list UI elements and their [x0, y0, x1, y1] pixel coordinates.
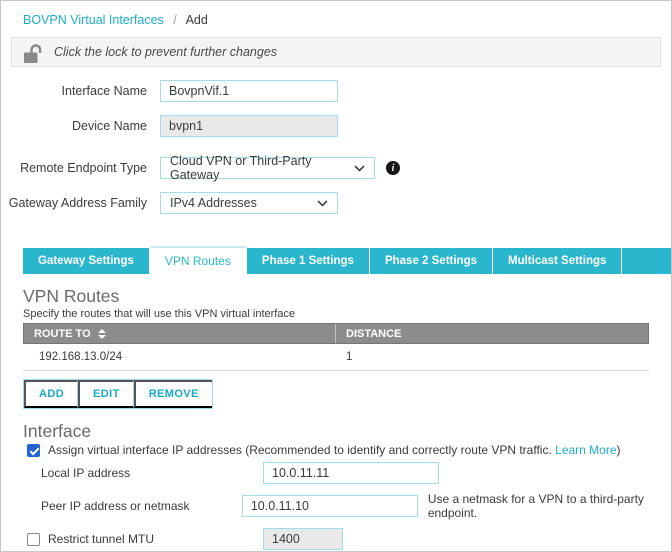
breadcrumb-parent-link[interactable]: BOVPN Virtual Interfaces: [23, 13, 164, 27]
tab-gateway-settings[interactable]: Gateway Settings: [23, 248, 150, 274]
gateway-address-family-value: IPv4 Addresses: [170, 196, 257, 210]
assign-ip-checkbox-row: Assign virtual interface IP addresses (R…: [27, 443, 671, 457]
gateway-address-family-label: Gateway Address Family: [8, 196, 147, 210]
tab-multicast-settings[interactable]: Multicast Settings: [493, 248, 623, 274]
tab-phase-1-settings[interactable]: Phase 1 Settings: [247, 248, 370, 274]
chevron-down-icon: [317, 199, 328, 207]
sort-down-arrow: [97, 334, 106, 339]
chevron-down-icon: [354, 164, 365, 172]
edit-button[interactable]: EDIT: [78, 380, 134, 408]
interface-name-label: Interface Name: [61, 84, 147, 98]
remove-button[interactable]: REMOVE: [133, 380, 212, 408]
interface-name-row: Interface Name: [1, 80, 671, 102]
local-ip-row: Local IP address: [1, 462, 671, 484]
tab-phase-2-settings[interactable]: Phase 2 Settings: [370, 248, 493, 274]
breadcrumb: BOVPN Virtual Interfaces / Add: [1, 1, 671, 27]
route-to-cell: 192.168.13.0/24: [39, 351, 123, 363]
lock-bar-message: Click the lock to prevent further change…: [54, 45, 278, 59]
restrict-mtu-label: Restrict tunnel MTU: [48, 532, 155, 546]
add-button[interactable]: ADD: [24, 380, 79, 408]
lock-bar: Click the lock to prevent further change…: [11, 37, 661, 67]
vpn-routes-description: Specify the routes that will use this VP…: [23, 308, 296, 320]
unlocked-padlock-icon[interactable]: [22, 43, 44, 64]
route-to-header-label: ROUTE TO: [34, 327, 91, 340]
mtu-checkbox-group: Restrict tunnel MTU: [27, 532, 263, 546]
breadcrumb-separator: /: [173, 13, 177, 27]
vpn-routes-table: ROUTE TO DISTANCE 192.168.13.0/24 1: [23, 323, 649, 370]
remote-endpoint-type-row: Remote Endpoint Type Cloud VPN or Third-…: [1, 154, 671, 182]
remote-endpoint-type-label: Remote Endpoint Type: [20, 161, 147, 175]
assign-ip-label-close: ): [616, 443, 621, 457]
interface-section-title: Interface: [23, 421, 92, 441]
peer-ip-row: Peer IP address or netmask Use a netmask…: [1, 492, 671, 520]
remote-endpoint-type-value: Cloud VPN or Third-Party Gateway: [170, 154, 312, 182]
assign-ip-checkbox[interactable]: [27, 443, 40, 457]
assign-ip-label: Assign virtual interface IP addresses (R…: [48, 443, 621, 457]
peer-ip-label: Peer IP address or netmask: [41, 499, 190, 513]
info-icon[interactable]: i: [386, 161, 400, 175]
distance-cell: 1: [346, 351, 353, 363]
device-name-row: Device Name: [1, 115, 671, 137]
table-header-row: ROUTE TO DISTANCE: [23, 323, 649, 344]
restrict-mtu-checkbox[interactable]: [27, 532, 40, 546]
gateway-address-family-select[interactable]: IPv4 Addresses: [160, 192, 338, 214]
local-ip-label: Local IP address: [41, 466, 131, 480]
vpn-routes-title: VPN Routes: [23, 286, 120, 306]
tab-vpn-routes[interactable]: VPN Routes: [149, 248, 247, 274]
assign-ip-label-text: Assign virtual interface IP addresses (R…: [48, 443, 552, 457]
device-name-label: Device Name: [71, 119, 147, 133]
sort-icon[interactable]: [97, 328, 106, 339]
interface-form: Interface Name Device Name Remote Endpoi…: [1, 80, 671, 214]
table-row[interactable]: 192.168.13.0/24 1: [23, 344, 649, 370]
peer-ip-input[interactable]: [241, 495, 418, 517]
local-ip-input[interactable]: [263, 462, 439, 484]
learn-more-link[interactable]: Learn More: [555, 443, 617, 457]
device-name-input: [160, 115, 338, 137]
column-header-distance: DISTANCE: [346, 327, 402, 340]
table-bottom-divider: [23, 370, 649, 371]
settings-tab-bar: Gateway Settings VPN Routes Phase 1 Sett…: [23, 248, 671, 274]
remote-endpoint-type-select[interactable]: Cloud VPN or Third-Party Gateway: [160, 154, 375, 182]
mtu-row: Restrict tunnel MTU: [1, 528, 671, 550]
route-action-buttons: ADD EDIT REMOVE: [23, 379, 213, 409]
mtu-input: [263, 528, 343, 550]
interface-name-input[interactable]: [160, 80, 338, 102]
netmask-note: Use a netmask for a VPN to a third-party…: [427, 492, 644, 520]
sort-up-arrow: [97, 328, 106, 333]
breadcrumb-current: Add: [185, 13, 208, 27]
gateway-address-family-row: Gateway Address Family IPv4 Addresses: [1, 192, 671, 214]
column-header-route-to[interactable]: ROUTE TO: [24, 324, 336, 343]
